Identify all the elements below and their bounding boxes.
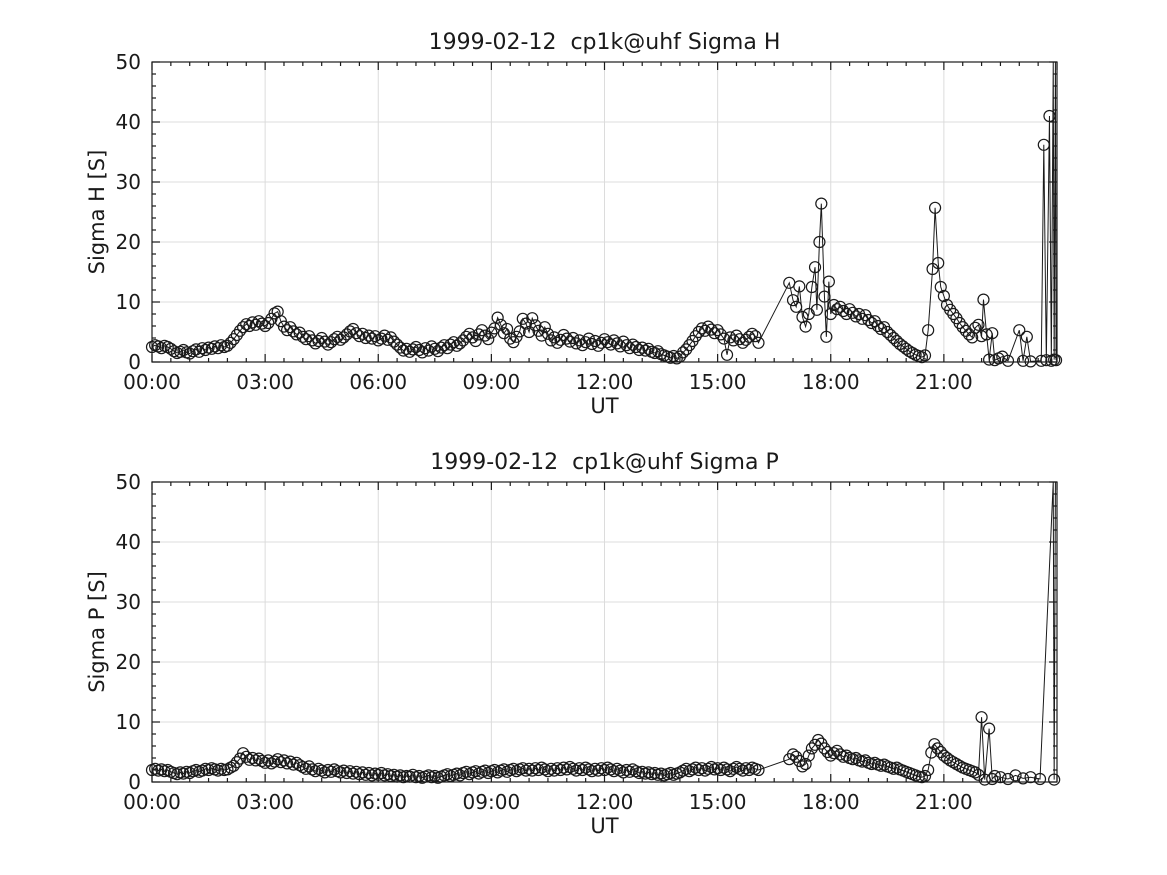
svg-text:06:00: 06:00 — [349, 790, 407, 814]
tick-marks — [151, 481, 1058, 783]
x-tick-labels: 00:00 03:00 06:00 09:00 12:00 15:00 18:00 21:00 — [123, 790, 973, 814]
svg-text:09:00: 09:00 — [463, 790, 521, 814]
svg-text:40: 40 — [116, 110, 141, 134]
x-tick-labels: 00:00 03:00 06:00 09:00 12:00 15:00 18:00 21:00 — [123, 370, 973, 394]
svg-text:15:00: 15:00 — [689, 790, 747, 814]
tick-marks — [151, 61, 1058, 363]
svg-text:30: 30 — [116, 590, 141, 614]
sigma-h-plot-title: 1999-02-12 cp1k@uhf Sigma H — [428, 30, 781, 55]
data-series — [145, 481, 1061, 786]
data-point-markers — [145, 711, 1061, 786]
svg-text:00:00: 00:00 — [123, 370, 181, 394]
svg-text:10: 10 — [116, 710, 141, 734]
svg-text:15:00: 15:00 — [689, 370, 747, 394]
svg-text:50: 50 — [116, 50, 141, 74]
svg-text:18:00: 18:00 — [802, 370, 860, 394]
svg-text:21:00: 21:00 — [915, 370, 973, 394]
svg-text:40: 40 — [116, 530, 141, 554]
svg-text:21:00: 21:00 — [915, 790, 973, 814]
svg-text:50: 50 — [116, 470, 141, 494]
grid-lines — [152, 482, 1057, 782]
svg-text:06:00: 06:00 — [349, 370, 407, 394]
sigma-p-plot-title: 1999-02-12 cp1k@uhf Sigma P — [430, 450, 779, 475]
svg-text:03:00: 03:00 — [236, 790, 294, 814]
svg-text:18:00: 18:00 — [802, 790, 860, 814]
data-series — [145, 61, 1063, 368]
svg-text:0: 0 — [128, 350, 141, 374]
svg-text:09:00: 09:00 — [463, 370, 521, 394]
y-tick-labels: 0 10 20 30 40 50 — [116, 50, 141, 374]
svg-text:0: 0 — [128, 770, 141, 794]
y-tick-labels: 0 10 20 30 40 50 — [116, 470, 141, 794]
sigma-h-axes: 00:00 03:00 06:00 09:00 12:00 15:00 18:00 21:00… — [116, 50, 1063, 394]
svg-text:30: 30 — [116, 170, 141, 194]
svg-text:20: 20 — [116, 650, 141, 674]
svg-text:10: 10 — [116, 290, 141, 314]
sigma-h-x-axis-label: UT — [590, 394, 619, 418]
svg-text:00:00: 00:00 — [123, 790, 181, 814]
grid-lines — [152, 62, 1057, 362]
svg-text:03:00: 03:00 — [236, 370, 294, 394]
sigma-p-axes: 00:00 03:00 06:00 09:00 12:00 15:00 18:00 21:00… — [116, 470, 1061, 814]
svg-text:12:00: 12:00 — [576, 370, 634, 394]
data-point-markers — [145, 109, 1063, 368]
svg-text:20: 20 — [116, 230, 141, 254]
svg-text:12:00: 12:00 — [576, 790, 634, 814]
sigma-p-x-axis-label: UT — [590, 814, 619, 838]
